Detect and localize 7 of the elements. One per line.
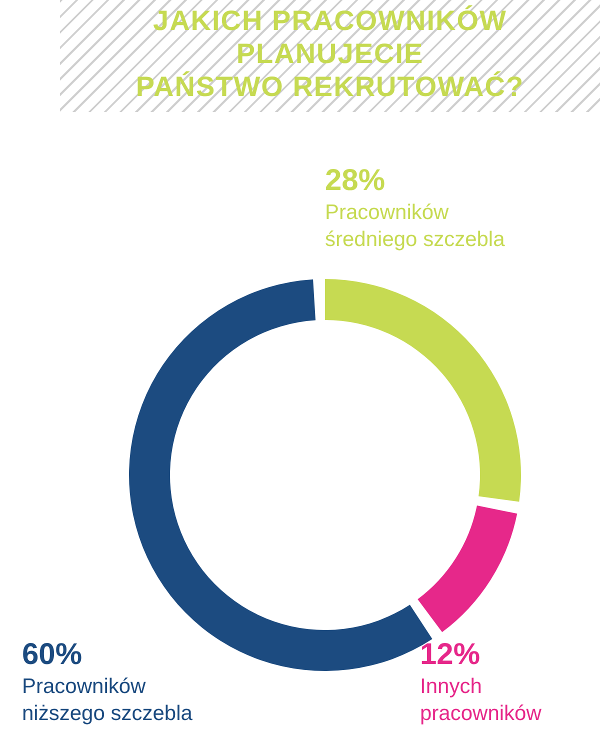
chart-title: JAKICH PRACOWNIKÓW PLANUJECIE PAŃSTWO REKRUTOWAĆ? (134, 4, 526, 103)
data-label: 28% (325, 164, 386, 197)
slice-label: Pracowników niższego szczebla (22, 675, 193, 725)
slice-label: Pracowników średniego szczebla (325, 201, 506, 251)
data-label: 12% (420, 638, 480, 671)
data-label: 60% (22, 638, 82, 671)
slice-label: Innych pracowników (420, 675, 542, 725)
